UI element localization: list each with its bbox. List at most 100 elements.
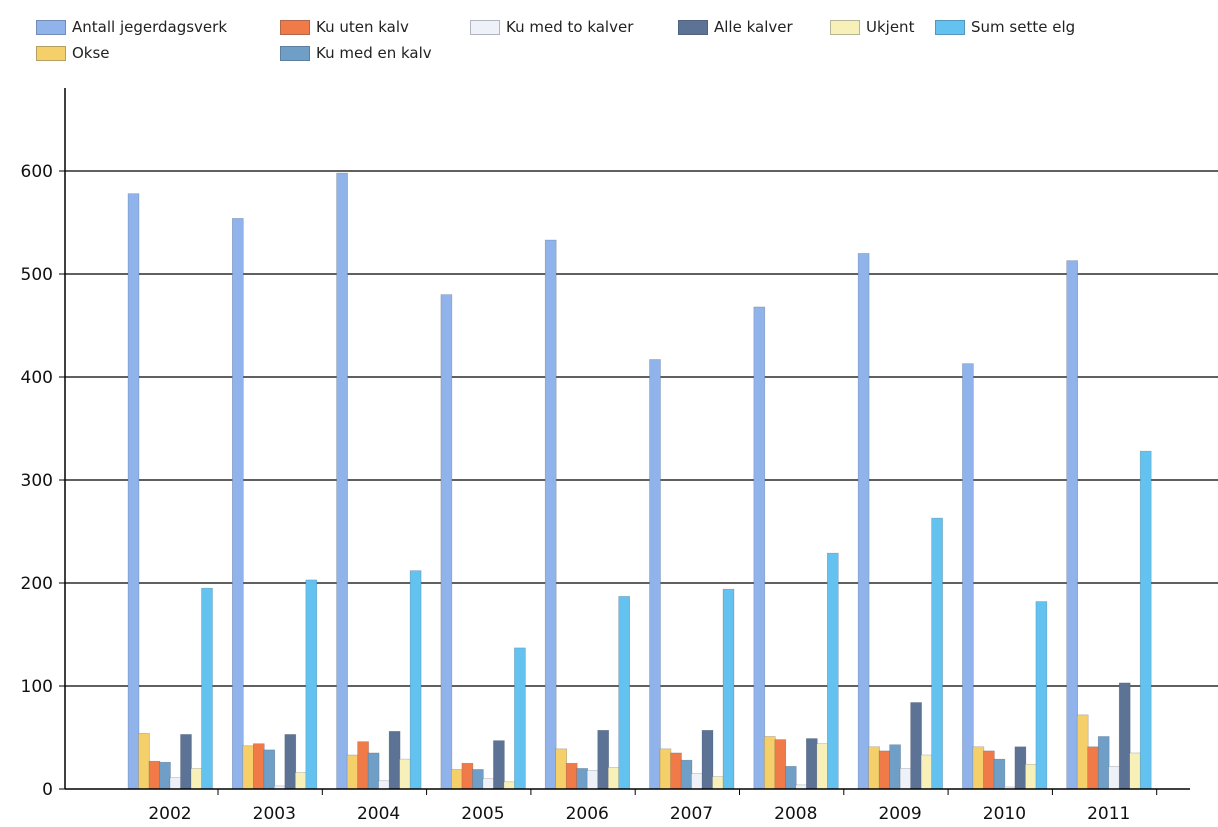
legend-swatch	[678, 19, 708, 35]
bar	[1139, 450, 1152, 790]
legend-label: Ku med en kalv	[316, 44, 432, 62]
bar	[805, 738, 818, 790]
bar	[294, 772, 307, 790]
legend-item: Ku med to kalver	[470, 18, 633, 36]
bar	[451, 769, 463, 790]
bar	[399, 758, 411, 790]
bar	[1014, 746, 1027, 790]
bar	[1066, 260, 1078, 790]
bar	[784, 766, 797, 790]
bar	[378, 780, 390, 790]
x-tick-label: 2005	[461, 804, 504, 824]
y-tick-label: 400	[21, 368, 53, 388]
bars	[127, 172, 1152, 790]
legend-item: Alle kalver	[678, 18, 793, 36]
y-tick-label: 200	[21, 574, 53, 594]
legend-label: Ukjent	[866, 18, 915, 36]
bar	[753, 306, 766, 790]
y-tick-label: 300	[21, 471, 53, 491]
bar	[586, 770, 599, 790]
bar	[816, 743, 829, 790]
bar	[138, 733, 150, 790]
bar	[159, 761, 171, 790]
bar	[691, 773, 703, 790]
bar	[659, 748, 672, 790]
gridlines	[65, 170, 1218, 687]
bar	[1118, 682, 1131, 790]
y-tick-label: 500	[21, 265, 53, 285]
bar	[826, 552, 839, 790]
bar	[618, 596, 631, 790]
bar	[493, 740, 505, 790]
bar	[607, 767, 620, 790]
bar	[472, 769, 484, 790]
legend-item: Ku uten kalv	[280, 18, 409, 36]
bar	[1097, 736, 1110, 790]
bar	[388, 731, 401, 790]
bar	[201, 587, 213, 790]
bar	[868, 746, 880, 790]
legend-label: Ku uten kalv	[316, 18, 409, 36]
x-tick-label: 2010	[983, 804, 1026, 824]
bar	[232, 218, 244, 790]
bar	[670, 752, 682, 790]
bar	[482, 778, 495, 790]
legend-item: Ku med en kalv	[280, 44, 432, 62]
legend-swatch	[280, 19, 310, 35]
x-tick-label: 2011	[1087, 804, 1130, 824]
x-tick-label: 2004	[357, 804, 400, 824]
x-tick-label: 2003	[253, 804, 296, 824]
bar	[305, 579, 318, 790]
bar	[962, 363, 974, 790]
bar	[357, 741, 369, 790]
bar	[972, 746, 985, 790]
x-tick-label: 2009	[878, 804, 921, 824]
bar	[169, 777, 182, 790]
bar	[910, 702, 922, 790]
bar	[878, 750, 891, 790]
x-tick-label: 2006	[566, 804, 609, 824]
legend-label: Okse	[72, 44, 110, 62]
bar	[857, 253, 870, 790]
bar	[148, 760, 161, 790]
legend-label: Ku med to kalver	[506, 18, 634, 36]
bar	[1108, 766, 1120, 790]
bar	[576, 768, 589, 790]
bar	[899, 768, 912, 790]
bar	[461, 762, 474, 790]
bar	[514, 647, 526, 790]
bar	[544, 239, 557, 790]
bar	[983, 750, 995, 790]
bar	[1076, 714, 1089, 790]
axes	[59, 88, 1190, 795]
bar	[701, 729, 714, 790]
bar	[649, 359, 661, 790]
bar	[1035, 601, 1048, 790]
legend-swatch	[36, 19, 66, 35]
x-tick-label: 2007	[670, 804, 713, 824]
y-tick-label: 0	[42, 780, 53, 800]
bar	[440, 294, 453, 790]
bar	[763, 736, 776, 790]
x-tick-label: 2002	[148, 804, 191, 824]
legend-swatch	[470, 19, 500, 35]
bar	[680, 759, 693, 790]
legend-swatch	[36, 45, 66, 61]
legend-label: Alle kalver	[714, 18, 793, 36]
bar	[889, 744, 901, 790]
bar	[597, 729, 610, 790]
legend-label: Antall jegerdagsverk	[72, 18, 228, 36]
legend-label: Sum sette elg	[971, 18, 1076, 36]
legend-item: Sum sette elg	[935, 18, 1075, 36]
bar	[180, 734, 192, 790]
bar	[263, 749, 276, 790]
bar	[993, 758, 1006, 790]
bar	[774, 739, 787, 790]
bar	[931, 517, 943, 790]
bar	[367, 752, 380, 790]
x-tick-label: 2008	[774, 804, 817, 824]
bar	[1129, 752, 1141, 790]
bar	[190, 768, 203, 790]
bar	[565, 762, 578, 790]
